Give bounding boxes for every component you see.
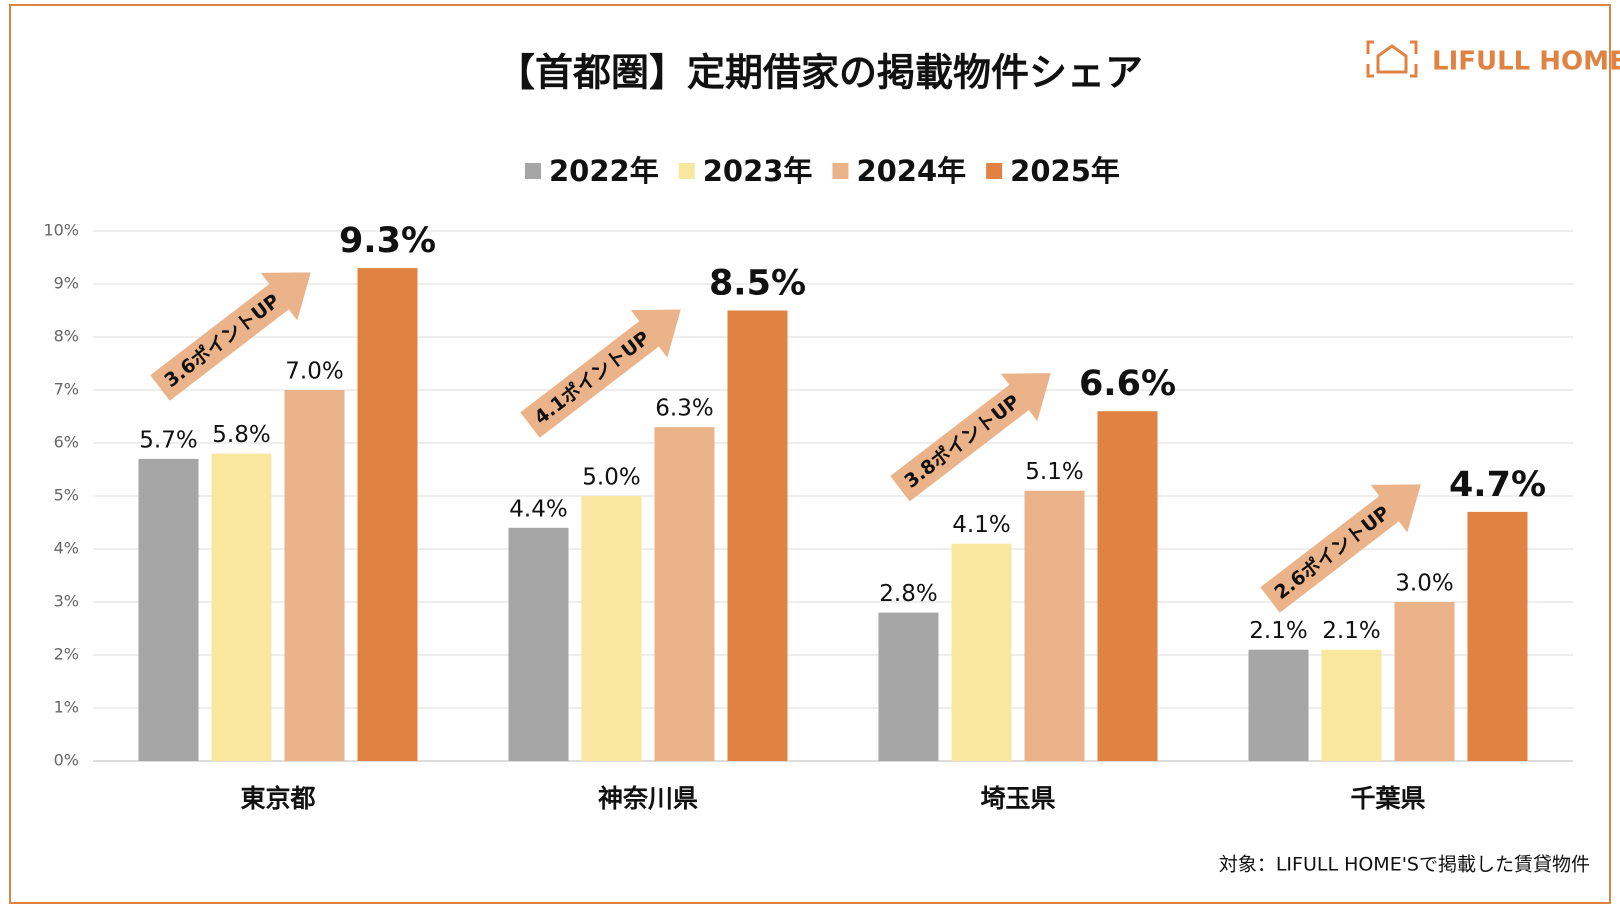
annotation: 3.8ポイントUP [900,390,1024,493]
legend: 2022年 2023年 2024年 2025年 [525,154,1120,188]
legend-label: 2023年 [703,154,813,188]
y-tick-label: 6% [54,433,79,452]
bar [1321,649,1382,761]
y-tick-label: 10% [43,221,79,240]
y-tick-label: 9% [54,274,79,293]
value-label: 5.0% [582,465,640,491]
legend-label: 2024年 [856,154,966,188]
value-label: 7.0% [285,359,343,385]
footnote: 対象：LIFULL HOME'Sで掲載した賃貸物件 [1219,854,1590,876]
arrow-shape [520,309,681,438]
value-label: 2.1% [1322,618,1380,644]
value-label: 8.5% [709,264,806,304]
logo-text: LIFULL HOME'S [1432,47,1620,77]
value-label: 3.0% [1395,571,1453,597]
legend-label: 2022年 [549,154,659,188]
frame [9,4,1611,904]
bar [654,427,715,761]
arrow-shape [150,272,311,401]
x-tick-label: 神奈川県 [598,784,698,813]
bar [1394,602,1455,761]
legend-swatch [525,163,541,179]
y-tick-label: 4% [54,539,79,558]
y-tick-label: 2% [54,645,79,664]
bar [1467,511,1528,761]
value-label: 6.6% [1079,364,1176,404]
x-tick-label: 千葉県 [1350,784,1425,813]
logo-house [1376,44,1408,74]
annotation-arrow: 3.8ポイントUP [890,373,1051,502]
bar [581,496,642,761]
y-tick-label: 0% [54,751,79,770]
legend-swatch [986,163,1003,179]
value-label: 5.1% [1025,459,1083,485]
y-tick-label: 8% [54,327,79,346]
annotation: 3.6ポイントUP [160,289,284,392]
bar [1024,490,1085,761]
bar [1097,411,1158,761]
bar [951,543,1012,761]
annotation-arrow: 2.6ポイントUP [1260,484,1421,613]
chart-title: 【首都圏】定期借家の掲載物件シェア [497,51,1143,95]
value-label: 2.1% [1249,618,1307,644]
y-tick-label: 7% [54,380,79,399]
x-tick-label: 埼玉県 [980,784,1055,813]
arrow-shape [1260,484,1421,613]
x-tick-label: 東京都 [240,784,315,813]
y-tick-label: 3% [54,592,79,611]
legend-label: 2025年 [1010,154,1120,188]
legend-swatch [678,163,695,179]
bar [284,390,345,761]
bar [727,310,788,761]
bar [1248,649,1309,761]
annotation: 2.6ポイントUP [1270,501,1394,604]
bar [357,268,418,761]
value-label: 2.8% [879,581,937,607]
value-label: 4.4% [509,496,567,522]
value-label: 9.3% [339,221,436,261]
logo: LIFULL HOME'S [1366,40,1620,78]
arrow-shape [890,373,1051,502]
y-tick-label: 5% [54,486,79,505]
value-label: 5.8% [212,422,270,448]
bar [211,453,272,761]
bar [508,527,569,761]
y-tick-label: 1% [54,698,79,717]
legend-swatch [832,163,849,179]
bar [138,458,199,761]
value-label: 4.7% [1449,465,1546,505]
value-label: 5.7% [139,427,197,453]
annotation-arrow: 4.1ポイントUP [520,309,681,438]
value-label: 6.3% [655,396,713,422]
annotation-arrow: 3.6ポイントUP [150,272,311,401]
value-label: 4.1% [952,512,1010,538]
bar [878,612,939,761]
annotation: 4.1ポイントUP [530,326,654,429]
logo-frame [1366,40,1418,78]
